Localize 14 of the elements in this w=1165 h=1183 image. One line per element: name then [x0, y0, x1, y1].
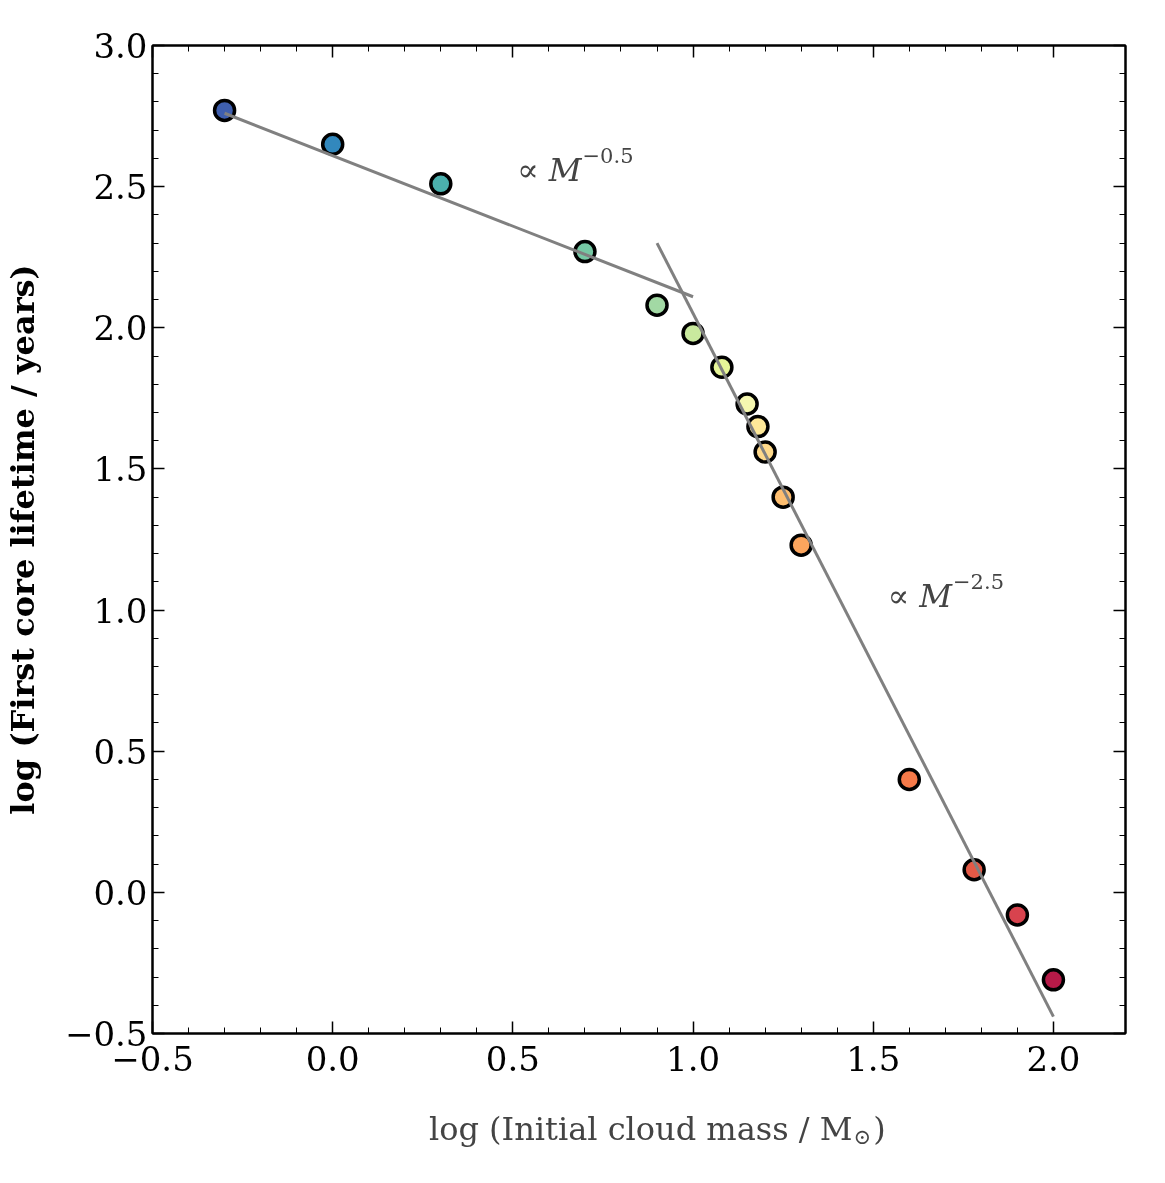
y-axis-title: log (First core lifetime / years) — [3, 264, 42, 815]
x-tick-label: 1.0 — [666, 1038, 721, 1079]
x-axis-title: log (Initial cloud mass / M⊙) — [428, 1109, 886, 1149]
y-tick-label: 0.0 — [93, 872, 148, 913]
x-tick-label: 1.5 — [846, 1038, 901, 1079]
y-tick-label: 1.5 — [93, 449, 148, 490]
x-tick-label: 0.0 — [305, 1038, 360, 1079]
y-tick-label: 3.0 — [93, 26, 148, 66]
x-tick-label: 0.5 — [485, 1038, 540, 1079]
x-tick-label: 2.0 — [1026, 1038, 1081, 1079]
y-tick-label: 2.5 — [93, 167, 148, 208]
y-tick-label: 0.5 — [93, 731, 148, 772]
y-tick-label: 2.0 — [93, 308, 148, 349]
y-tick-label: 1.0 — [93, 590, 148, 631]
